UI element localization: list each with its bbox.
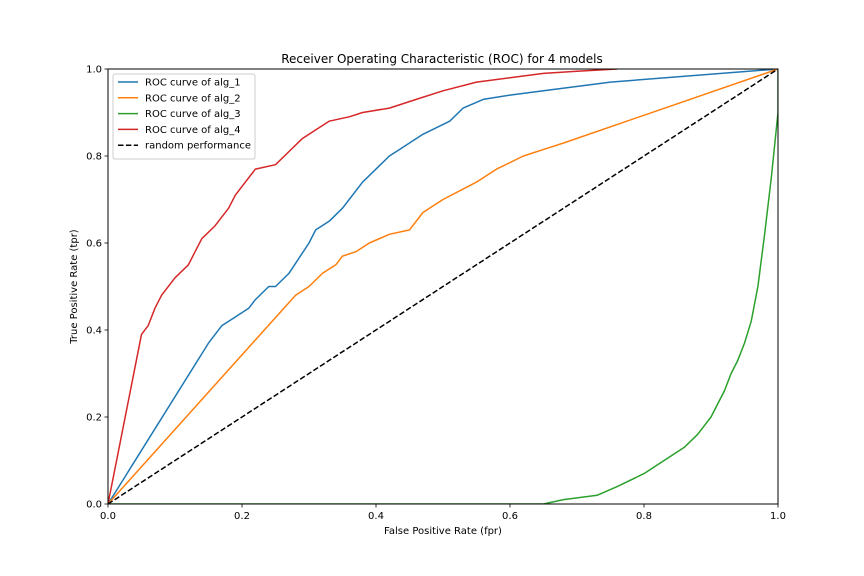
x-axis-ticks: 0.0 0.2 0.4 0.6 0.8 1.0 [100,504,786,522]
series-line-1 [108,69,778,504]
series-line-4 [108,69,618,504]
x-tick-label: 1.0 [770,511,786,522]
series-line-5 [108,69,778,504]
x-tick-label: 0.2 [234,511,250,522]
x-tick-label: 0.4 [368,511,384,522]
y-tick-label: 1.0 [86,65,102,76]
y-axis-ticks: 0.0 0.2 0.4 0.6 0.8 1.0 [86,65,108,511]
x-tick-label: 0.6 [502,511,518,522]
plot-area [107,68,779,505]
y-tick-label: 0.0 [86,500,102,511]
legend-entry: ROC curve of alg_1 [145,78,241,89]
x-tick-label: 0.8 [636,511,652,522]
y-axis-label: True Positive Rate (tpr) [69,229,80,345]
series-line-2 [108,69,778,504]
y-tick-label: 0.8 [86,152,102,163]
x-axis-label: False Positive Rate (fpr) [384,526,502,537]
y-tick-label: 0.2 [86,413,102,424]
y-tick-label: 0.4 [86,326,102,337]
series-line-3 [108,69,778,504]
legend-entry: random performance [145,141,251,152]
legend-entry: ROC curve of alg_4 [145,125,241,136]
legend-entry: ROC curve of alg_2 [145,93,241,104]
series-group [108,69,778,504]
legend: ROC curve of alg_1 ROC curve of alg_2 ROC … [112,73,256,160]
legend-box [112,73,256,160]
y-tick-label: 0.6 [86,239,102,250]
x-tick-label: 0.0 [100,511,116,522]
legend-entry: ROC curve of alg_3 [145,109,241,120]
chart-title: Receiver Operating Characteristic (ROC) … [281,52,603,66]
plot-frame [107,68,779,505]
